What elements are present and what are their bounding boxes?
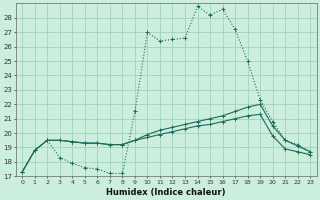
X-axis label: Humidex (Indice chaleur): Humidex (Indice chaleur) bbox=[107, 188, 226, 197]
